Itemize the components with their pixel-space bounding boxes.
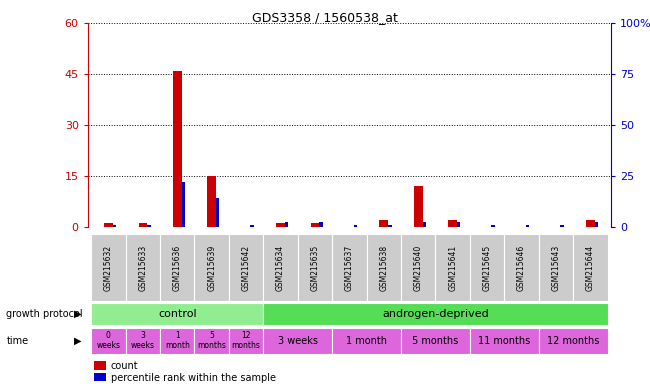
Bar xyxy=(112,225,116,227)
Text: ▶: ▶ xyxy=(73,336,81,346)
Bar xyxy=(160,234,194,301)
Text: GSM215637: GSM215637 xyxy=(345,245,354,291)
Bar xyxy=(470,328,539,354)
Text: GSM215643: GSM215643 xyxy=(551,245,560,291)
Bar xyxy=(181,182,185,227)
Text: GSM215636: GSM215636 xyxy=(173,245,182,291)
Bar xyxy=(91,234,125,301)
Bar xyxy=(229,328,263,354)
Bar xyxy=(422,222,426,227)
Bar xyxy=(380,220,388,227)
Bar xyxy=(401,234,436,301)
Bar xyxy=(125,234,160,301)
Bar xyxy=(457,222,460,227)
Bar xyxy=(250,225,254,227)
Text: ▶: ▶ xyxy=(73,309,81,319)
Text: GSM215632: GSM215632 xyxy=(104,245,113,291)
Text: 5 months: 5 months xyxy=(412,336,458,346)
Text: 5
months: 5 months xyxy=(197,331,226,351)
Bar xyxy=(147,225,151,227)
Bar xyxy=(91,303,263,325)
Bar xyxy=(388,225,391,227)
Bar xyxy=(504,234,539,301)
Text: GSM215635: GSM215635 xyxy=(311,245,319,291)
Bar xyxy=(194,234,229,301)
Bar xyxy=(229,234,263,301)
Bar xyxy=(311,223,319,227)
Text: 11 months: 11 months xyxy=(478,336,530,346)
Bar xyxy=(91,328,125,354)
Text: 3
weeks: 3 weeks xyxy=(131,331,155,351)
Bar xyxy=(539,328,608,354)
Text: GSM215641: GSM215641 xyxy=(448,245,457,291)
Text: GSM215646: GSM215646 xyxy=(517,245,526,291)
Text: GSM215642: GSM215642 xyxy=(242,245,251,291)
Bar xyxy=(285,222,288,227)
Bar xyxy=(414,186,422,227)
Bar xyxy=(367,234,401,301)
Bar xyxy=(526,225,529,227)
Bar xyxy=(104,223,112,227)
Bar xyxy=(276,223,285,227)
Text: growth protocol: growth protocol xyxy=(6,309,83,319)
Bar xyxy=(354,225,357,227)
Text: 12 months: 12 months xyxy=(547,336,599,346)
Bar xyxy=(595,222,598,227)
Text: 0
weeks: 0 weeks xyxy=(96,331,120,351)
Text: 12
months: 12 months xyxy=(231,331,261,351)
Bar xyxy=(332,234,367,301)
Text: androgen-deprived: androgen-deprived xyxy=(382,309,489,319)
Bar xyxy=(332,328,401,354)
Bar xyxy=(319,222,322,227)
Text: count: count xyxy=(111,361,138,371)
Text: GSM215645: GSM215645 xyxy=(482,245,491,291)
Bar xyxy=(263,234,298,301)
Bar xyxy=(263,328,332,354)
Bar xyxy=(263,303,608,325)
Text: control: control xyxy=(158,309,196,319)
Text: GSM215639: GSM215639 xyxy=(207,245,216,291)
Bar xyxy=(194,328,229,354)
Bar xyxy=(160,328,194,354)
Bar xyxy=(125,328,160,354)
Text: time: time xyxy=(6,336,29,346)
Text: GSM215633: GSM215633 xyxy=(138,245,148,291)
Bar xyxy=(586,220,595,227)
Text: GSM215644: GSM215644 xyxy=(586,245,595,291)
Bar xyxy=(401,328,470,354)
Bar xyxy=(138,223,147,227)
Text: 1
month: 1 month xyxy=(165,331,190,351)
Text: GSM215640: GSM215640 xyxy=(413,245,423,291)
Bar xyxy=(298,234,332,301)
Text: GSM215634: GSM215634 xyxy=(276,245,285,291)
Bar xyxy=(491,225,495,227)
Bar xyxy=(539,234,573,301)
Bar xyxy=(207,176,216,227)
Bar xyxy=(470,234,504,301)
Bar xyxy=(436,234,470,301)
Text: 1 month: 1 month xyxy=(346,336,387,346)
Text: GSM215638: GSM215638 xyxy=(380,245,388,291)
Bar xyxy=(216,198,220,227)
Bar xyxy=(173,71,181,227)
Bar xyxy=(560,225,564,227)
Text: GDS3358 / 1560538_at: GDS3358 / 1560538_at xyxy=(252,12,398,25)
Bar xyxy=(448,220,457,227)
Bar xyxy=(573,234,608,301)
Text: percentile rank within the sample: percentile rank within the sample xyxy=(111,372,276,382)
Text: 3 weeks: 3 weeks xyxy=(278,336,318,346)
